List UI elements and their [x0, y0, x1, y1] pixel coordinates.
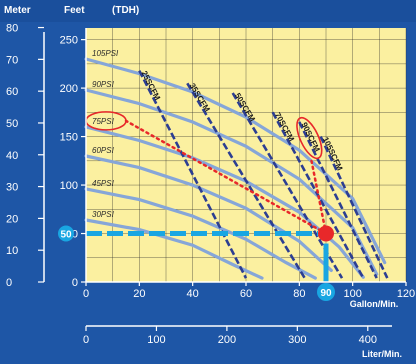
meter-tick-label: 50 [6, 118, 18, 130]
x-tick-label: 60 [240, 288, 252, 300]
pressure-label-45psi: 45PSI [92, 179, 115, 188]
x-tick-label: 120 [397, 288, 415, 300]
meter-tick-label: 60 [6, 86, 18, 98]
liter-tick-label: 100 [147, 334, 165, 346]
x-tick-label: 100 [343, 288, 361, 300]
liter-tick-label: 400 [359, 334, 377, 346]
air-curve-105scfm [319, 136, 389, 279]
pressure-curve-60psi [84, 154, 333, 272]
meter-tick-label: 70 [6, 54, 18, 66]
meter-axis-title: Meter [4, 5, 31, 16]
meter-tick-label: 20 [6, 213, 18, 225]
feet-tick-label: 100 [60, 180, 78, 192]
pressure-label-30psi: 30PSI [92, 210, 115, 219]
feet-tick-label: 250 [60, 35, 78, 47]
feet-tick-label: 150 [60, 132, 78, 144]
x-marker-label: 90 [320, 288, 332, 299]
pressure-label-90psi: 90PSI [92, 80, 115, 89]
y-marker-circle [58, 225, 74, 242]
air-curve-90scfm [298, 121, 378, 279]
air-curve-50scfm [231, 92, 344, 279]
liter-unit-label: Liter/Min. [362, 349, 402, 359]
tdh-label: (TDH) [112, 5, 140, 16]
feet-tick-label: 200 [60, 83, 78, 95]
air-curve-35scfm [186, 82, 306, 279]
feet-tick-label: 0 [72, 277, 78, 289]
x-tick-label: 0 [83, 288, 89, 300]
x-tick-label: 80 [293, 288, 305, 300]
pressure-curve-90psi [84, 88, 379, 276]
pressure-label-105psi: 105PSI [92, 49, 119, 58]
pressure-label-75psi: 75PSI [92, 117, 115, 126]
feet-axis-title: Feet [64, 5, 85, 16]
meter-tick-label: 0 [6, 277, 12, 289]
meter-tick-label: 80 [6, 23, 18, 35]
air-curve-25scfm [138, 70, 248, 279]
y-marker-label: 50 [60, 230, 72, 241]
operating-point [318, 225, 334, 242]
meter-tick-label: 40 [6, 150, 18, 162]
pressure-leader-line [124, 119, 328, 235]
chart-header: Meter Feet (TDH) [0, 0, 416, 22]
liter-tick-label: 0 [83, 334, 89, 346]
pressure-curve-105psi [84, 57, 387, 265]
x-tick-label: 40 [187, 288, 199, 300]
x-unit-label: Gallon/Min. [350, 299, 399, 309]
meter-tick-label: 30 [6, 182, 18, 194]
x-marker-circle [317, 283, 335, 301]
air-leader-line [310, 158, 328, 235]
liter-tick-label: 200 [218, 334, 236, 346]
x-tick-label: 20 [133, 288, 145, 300]
pressure-label-60psi: 60PSI [92, 146, 115, 155]
liter-tick-label: 300 [288, 334, 306, 346]
meter-tick-label: 10 [6, 245, 18, 257]
highlight-ring-air [296, 116, 323, 160]
